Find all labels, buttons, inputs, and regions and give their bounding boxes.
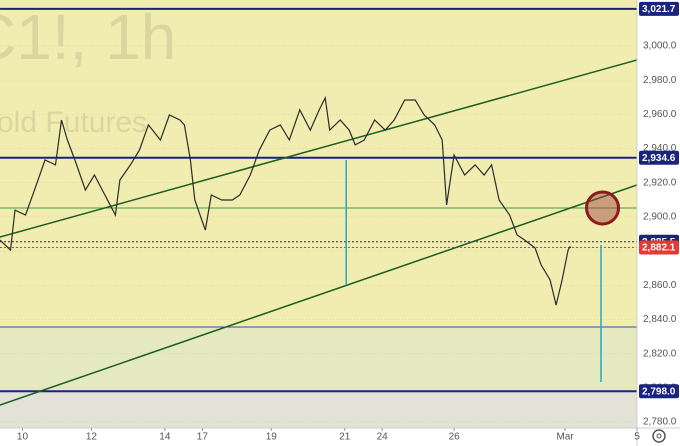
x-tick-label: 5 [634,432,640,443]
y-tick-label: 2,900.0 [643,212,677,223]
bottom-zone [0,391,637,428]
price-tag [639,1,679,16]
y-tick-label: 2,980.0 [643,75,677,86]
gear[interactable] [652,429,666,443]
price-tag [639,240,679,255]
x-tick-label: 17 [197,432,209,443]
y-tick-label: 2,940.0 [643,143,677,154]
y-tick-label: 2,960.0 [643,109,677,120]
price-tag-label: 2,798.0 [642,386,676,397]
x-tick-label: 21 [339,432,351,443]
watermark: old Futures [0,106,147,139]
x-tick-label: 12 [86,432,98,443]
x-tick-label: 24 [377,432,389,443]
plot-layer [0,7,638,423]
x-tick-label: 26 [449,432,461,443]
price-line [0,95,572,306]
y-tick-label: 3,000.0 [643,41,677,52]
trend-line [0,184,638,406]
y-tick-label: 2,820.0 [643,348,677,359]
x-tick-label: 19 [266,432,278,443]
price-tag-label: 2,882.1 [642,243,676,254]
price-tag [639,150,679,165]
marker-circle [585,190,621,226]
y-tick-label: 2,780.0 [643,417,677,428]
price-tag-label: 2,934.6 [642,153,676,164]
y-tick-label: 2,860.0 [643,280,677,291]
y-tick-label: 2,920.0 [643,177,677,188]
price-tag-label: 3,021.7 [642,4,676,15]
x-tick-label: 10 [17,432,29,443]
y-tick-label: 2,840.0 [643,314,677,325]
settings-icon[interactable] [652,429,666,443]
x-tick-label: 14 [159,432,171,443]
trend-line [0,59,638,238]
gear-center[interactable] [656,433,662,439]
watermark: C1!, 1h [0,1,176,73]
price-tag [639,384,679,399]
x-tick-label: Mar [556,432,574,443]
